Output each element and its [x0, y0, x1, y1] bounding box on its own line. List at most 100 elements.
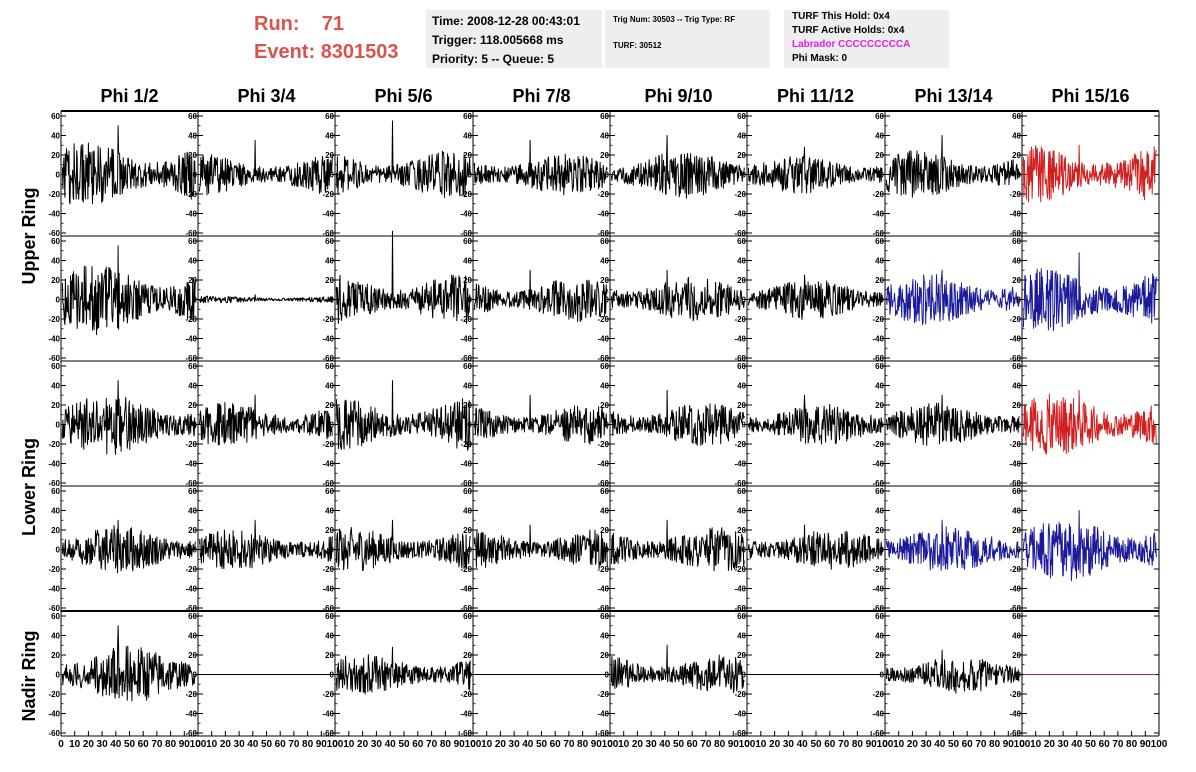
- x-tick-label: 70: [700, 739, 712, 750]
- y-tick-label: 40: [188, 382, 197, 391]
- y-tick-label: 40: [463, 257, 472, 266]
- y-tick-label: 20: [737, 651, 746, 660]
- y-tick-label: 40: [1012, 132, 1021, 141]
- x-tick-label: 10: [755, 739, 767, 750]
- y-tick-label: -40: [734, 585, 746, 594]
- y-tick-label: 60: [51, 487, 60, 496]
- y-tick-label: -60: [185, 229, 197, 238]
- y-tick-label: 20: [188, 526, 197, 535]
- turf-info-box: TURF This Hold: 0x4 TURF Active Holds: 0…: [784, 10, 949, 68]
- x-tick-label: 40: [1071, 739, 1083, 750]
- waveform-panel: -60 -40 -20 0 20 40 60: [872, 361, 1022, 488]
- y-tick-label: -60: [597, 604, 609, 613]
- x-tick-label: 80: [440, 739, 452, 750]
- priority-text: Priority: 5 -- Queue: 5: [432, 52, 555, 66]
- waveform-trace: [610, 644, 745, 693]
- y-tick-label: -60: [1009, 479, 1021, 488]
- x-tick-label: 30: [509, 739, 521, 750]
- x-tick-label: 70: [1112, 739, 1124, 750]
- time-info-box: Time: 2008-12-28 00:43:01 Trigger: 118.0…: [426, 10, 602, 68]
- y-tick-label: 0: [468, 296, 473, 305]
- y-tick-label: -40: [185, 335, 197, 344]
- x-tick-label: 100: [1014, 739, 1031, 750]
- column-label-phi-13-14: Phi 13/14: [914, 86, 993, 106]
- y-tick-label: -40: [322, 710, 334, 719]
- run-row: Run: 71: [254, 10, 399, 38]
- y-tick-label: -20: [460, 190, 472, 199]
- x-tick-label: 80: [302, 739, 314, 750]
- y-tick-label: -20: [597, 315, 609, 324]
- y-tick-label: 40: [463, 507, 472, 516]
- x-tick-label: 70: [563, 739, 575, 750]
- y-tick-label: 0: [193, 421, 198, 430]
- x-tick-label: 50: [810, 739, 822, 750]
- y-tick-label: -60: [872, 604, 884, 613]
- waveform-panel: -60 -40 -20 0 20 40 60: [597, 236, 747, 363]
- y-tick-label: 20: [737, 151, 746, 160]
- x-tick-label: 80: [1126, 739, 1138, 750]
- y-tick-label: 0: [1017, 421, 1022, 430]
- x-tick-label: 60: [275, 739, 287, 750]
- y-tick-label: -40: [322, 210, 334, 219]
- waveform-trace: [61, 245, 196, 336]
- waveform-panel: -60 -40 -20 0 20 40 60: [734, 111, 885, 238]
- y-tick-label: 40: [1012, 257, 1021, 266]
- y-tick-label: 40: [600, 132, 609, 141]
- x-tick-label: 20: [495, 739, 507, 750]
- waveform-panel: -60 -40 -20 0 20 40 60: [185, 361, 335, 488]
- y-tick-label: -20: [872, 565, 884, 574]
- y-tick-label: -40: [460, 335, 472, 344]
- y-tick-label: 20: [463, 151, 472, 160]
- y-tick-label: 60: [1012, 612, 1021, 621]
- y-tick-label: -40: [1009, 210, 1021, 219]
- y-tick-label: 20: [1012, 151, 1021, 160]
- y-tick-label: 60: [1012, 487, 1021, 496]
- y-tick-label: -20: [734, 190, 746, 199]
- y-tick-label: -20: [460, 440, 472, 449]
- x-tick-label: 90: [591, 739, 603, 750]
- y-tick-label: -20: [872, 315, 884, 324]
- x-tick-label: 30: [371, 739, 383, 750]
- y-tick-label: -60: [322, 479, 334, 488]
- y-tick-label: -40: [185, 710, 197, 719]
- x-tick-label: 50: [948, 739, 960, 750]
- y-tick-label: 40: [325, 257, 334, 266]
- waveform-trace: [1022, 389, 1157, 455]
- y-tick-label: 0: [880, 671, 885, 680]
- y-tick-label: -40: [322, 585, 334, 594]
- y-tick-label: 40: [600, 507, 609, 516]
- y-tick-label: -20: [872, 690, 884, 699]
- y-tick-label: -20: [734, 440, 746, 449]
- event-row: Event: 8301503: [254, 38, 399, 66]
- turf-number-text: TURF: 30512: [613, 41, 662, 50]
- y-tick-label: -40: [597, 710, 609, 719]
- x-tick-label: 70: [288, 739, 300, 750]
- waveform-trace: [1022, 510, 1157, 582]
- y-tick-label: -40: [597, 585, 609, 594]
- x-tick-label: 60: [962, 739, 974, 750]
- y-tick-label: 0: [468, 421, 473, 430]
- y-tick-label: 20: [600, 276, 609, 285]
- y-tick-label: 40: [325, 132, 334, 141]
- y-tick-label: -60: [872, 229, 884, 238]
- y-tick-label: -60: [185, 729, 197, 738]
- x-tick-label: 0: [1019, 739, 1025, 750]
- y-tick-label: -60: [460, 229, 472, 238]
- waveform-trace: [61, 125, 196, 205]
- y-tick-label: -20: [734, 565, 746, 574]
- y-tick-label: 20: [325, 651, 334, 660]
- y-tick-label: 60: [463, 112, 472, 121]
- y-tick-label: 20: [325, 526, 334, 535]
- x-tick-label: 20: [632, 739, 644, 750]
- y-tick-label: 20: [737, 401, 746, 410]
- x-tick-label: 60: [687, 739, 699, 750]
- y-tick-label: 20: [737, 276, 746, 285]
- y-tick-label: 60: [325, 237, 334, 246]
- y-tick-label: -40: [460, 210, 472, 219]
- waveform-trace: [473, 139, 608, 196]
- y-tick-label: -20: [460, 690, 472, 699]
